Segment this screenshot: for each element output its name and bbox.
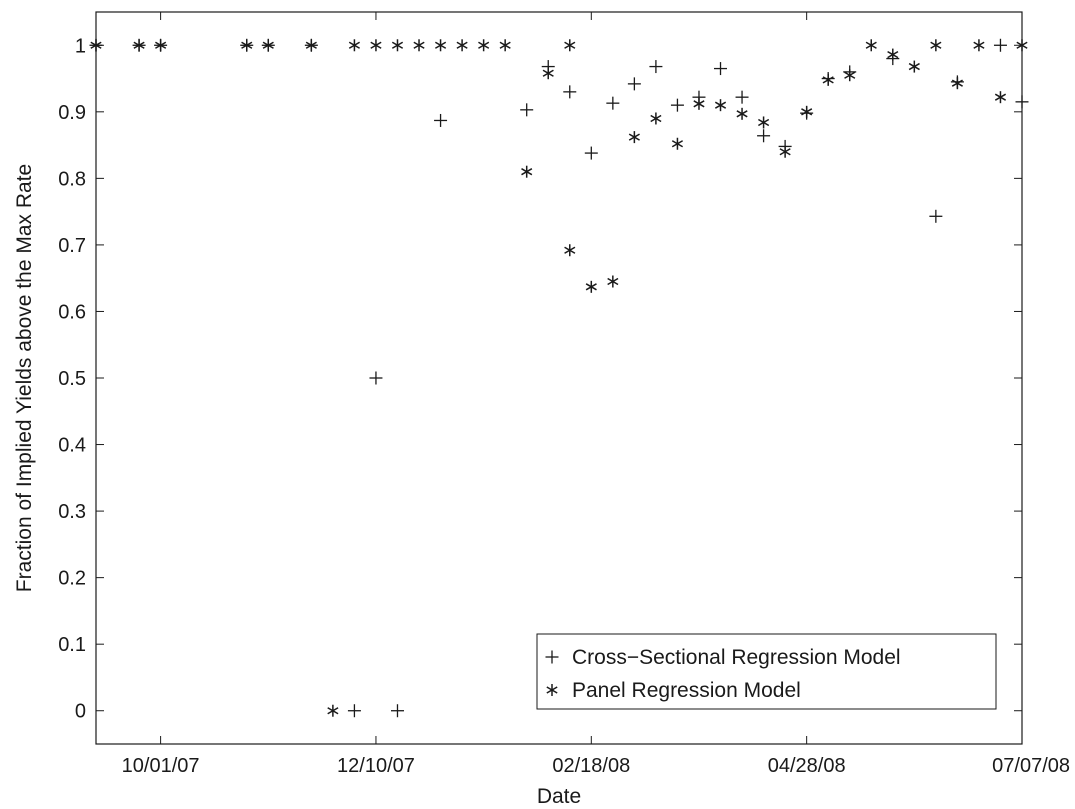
panel-point (822, 73, 834, 86)
x-tick-label: 04/28/08 (768, 755, 846, 777)
panel-point (499, 39, 511, 52)
legend: Cross−Sectional Regression Model Panel R… (536, 633, 997, 710)
panel-point (650, 112, 662, 125)
panel-point (391, 39, 404, 52)
panel-point (607, 275, 619, 288)
y-tick-label: 0.5 (58, 368, 86, 390)
cross-sectional-point (714, 62, 728, 76)
panel-point (348, 39, 360, 52)
panel-point (779, 145, 791, 158)
panel-point (844, 69, 856, 82)
panel-point (994, 91, 1007, 104)
x-tick-label: 12/10/07 (337, 755, 415, 777)
panel-point (736, 107, 748, 120)
x-tick-label: 07/07/08 (992, 755, 1070, 777)
legend-label-panel: Panel Regression Model (572, 679, 801, 702)
panel-point (951, 77, 963, 90)
cross-sectional-point (347, 704, 361, 718)
panel-point (628, 131, 640, 144)
cross-sectional-point (735, 90, 749, 104)
panel-point (456, 39, 468, 52)
panel-point (370, 39, 382, 52)
cross-sectional-point (369, 371, 383, 385)
cross-sectional-point (649, 60, 663, 74)
y-tick-label: 0.8 (58, 168, 86, 190)
cross-sectional-point (670, 98, 684, 112)
y-tick-label: 0.1 (58, 634, 86, 656)
panel-point (564, 244, 576, 257)
panel-point (542, 67, 554, 80)
panel-point (327, 704, 339, 717)
cross-sectional-point (627, 77, 641, 91)
x-tick-label: 02/18/08 (552, 755, 630, 777)
panel-point (413, 39, 425, 52)
y-tick-label: 0.2 (58, 568, 86, 590)
cross-sectional-point (993, 38, 1007, 52)
x-axis-ticks: 10/01/07 12/10/07 02/18/08 04/28/08 07/07/08 (122, 12, 1070, 777)
panel-point (865, 39, 877, 52)
cross-sectional-point (929, 209, 943, 223)
panel-point (305, 39, 317, 52)
cross-sectional-point (390, 704, 404, 718)
panel-point (155, 39, 167, 52)
panel-point (585, 280, 597, 293)
panel-point (262, 39, 274, 52)
panel-point (801, 105, 813, 118)
y-tick-label: 0.3 (58, 501, 86, 523)
legend-plus-marker (545, 650, 559, 664)
panel-point (693, 97, 705, 110)
panel-point (758, 116, 770, 129)
y-axis-label: Fraction of Implied Yields above the Max… (13, 164, 36, 592)
panel-point (671, 137, 684, 150)
y-tick-label: 0.6 (58, 301, 86, 323)
panel-point (887, 48, 899, 61)
panel-point (521, 165, 533, 178)
panel-point (714, 99, 727, 112)
cross-sectional-point (520, 103, 534, 117)
plot-frame (95, 11, 1023, 745)
legend-marker-panel (546, 684, 558, 696)
cross-sectional-point (606, 96, 620, 110)
panel-point (564, 39, 576, 52)
y-tick-label: 1 (75, 35, 86, 57)
cross-sectional-point (434, 113, 448, 127)
panel-point (908, 60, 920, 73)
y-tick-label: 0 (75, 701, 86, 723)
y-axis-ticks: 0 0.1 0.2 0.3 0.4 0.5 0.6 0.7 0.8 0.9 1 (58, 35, 1022, 723)
legend-asterisk-marker (546, 684, 558, 696)
panel-point (973, 39, 985, 52)
x-axis-label: Date (537, 785, 581, 808)
panel-point (133, 39, 145, 52)
cross-sectional-point (563, 85, 577, 99)
panel-point (241, 39, 253, 52)
cross-sectional-point (584, 146, 598, 160)
plot-area (96, 12, 1022, 744)
y-tick-label: 0.4 (58, 435, 86, 457)
legend-box (536, 633, 997, 710)
cross-sectional-point (757, 129, 771, 143)
x-tick-label: 10/01/07 (122, 755, 200, 777)
legend-marker-cross-sectional (545, 650, 559, 664)
panel-point (478, 39, 490, 52)
y-tick-label: 0.9 (58, 102, 86, 124)
legend-label-cross-sectional: Cross−Sectional Regression Model (572, 646, 901, 669)
panel-point (434, 39, 447, 52)
panel-point (930, 39, 942, 52)
y-tick-label: 0.7 (58, 235, 86, 257)
